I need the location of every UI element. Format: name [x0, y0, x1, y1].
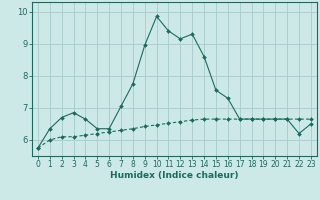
- X-axis label: Humidex (Indice chaleur): Humidex (Indice chaleur): [110, 171, 239, 180]
